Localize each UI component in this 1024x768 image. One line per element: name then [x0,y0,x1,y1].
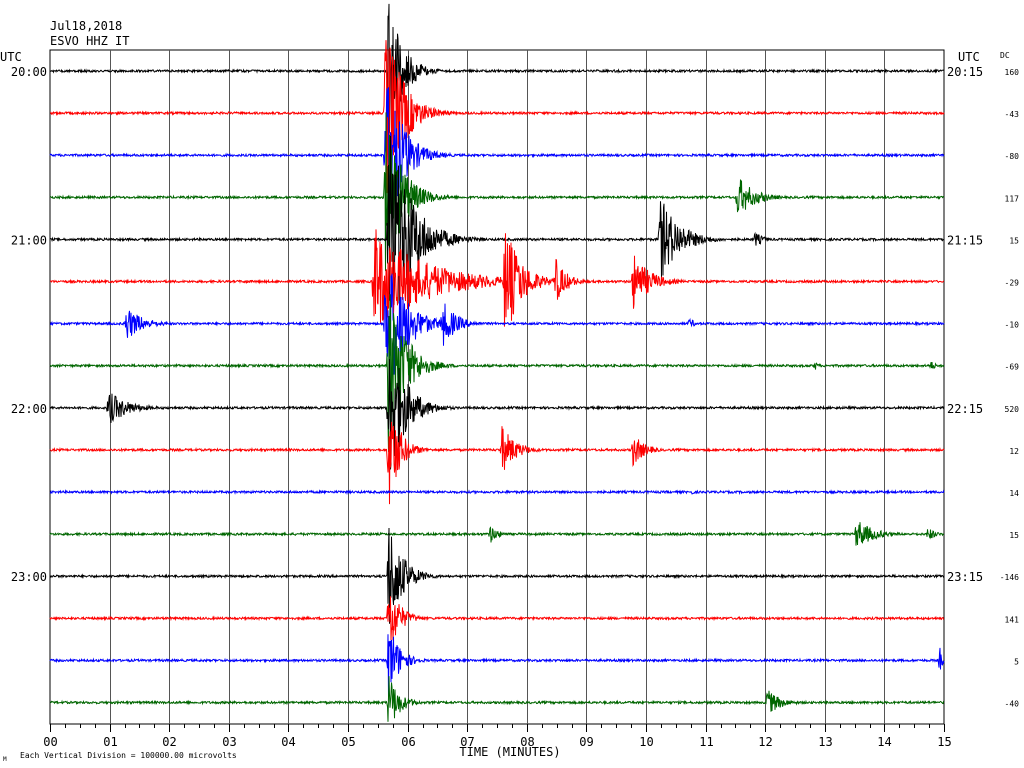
dc-column-label: DC [1000,51,1010,60]
trace-row-10 [49,488,945,496]
x-tick-label: 07 [460,735,474,749]
row-dc-value: -10 [1005,321,1020,330]
row-time-left: 23:00 [11,570,47,584]
date-label: Jul18,2018 [50,19,123,33]
right-timezone-label: UTC [958,50,980,64]
trace-row-6 [49,273,945,375]
x-tick-label: 10 [639,735,653,749]
trace-row-15 [49,676,945,722]
x-tick-label: 06 [401,735,415,749]
row-dc-value: 141 [1005,615,1020,624]
trace-row-9 [49,421,945,505]
left-timezone-label: UTC [0,50,22,64]
footer-mark: M [3,756,7,763]
x-tick-label: 11 [699,735,713,749]
row-time-right: 20:15 [947,65,983,79]
x-tick-label: 02 [162,735,176,749]
row-dc-value: 14 [1009,489,1019,498]
row-dc-value: -29 [1005,279,1020,288]
row-time-right: 23:15 [947,570,983,584]
x-tick-label: 04 [281,735,295,749]
trace-row-8 [49,359,945,470]
row-time-right: 22:15 [947,402,983,416]
station-label: ESVO HHZ IT [50,34,130,48]
x-tick-label: 08 [520,735,534,749]
x-tick-label: 12 [758,735,772,749]
row-dc-value: -80 [1005,152,1020,161]
row-time-left: 22:00 [11,402,47,416]
row-time-left: 20:00 [11,65,47,79]
trace-row-0 [49,3,945,134]
trace-row-5 [50,229,945,327]
row-dc-value: 520 [1005,405,1020,414]
row-dc-value: 12 [1009,447,1019,456]
row-time-right: 21:15 [947,233,983,247]
row-dc-value: -40 [1005,700,1020,709]
row-dc-value: -43 [1005,110,1020,119]
x-tick-label: 01 [103,735,117,749]
x-tick-label: 15 [937,735,951,749]
plot-frame [49,49,945,725]
row-dc-value: 5 [1014,657,1019,666]
x-tick-label: 03 [222,735,236,749]
trace-row-7 [49,294,945,452]
x-tick-label: 09 [579,735,593,749]
trace-row-11 [49,522,945,546]
row-dc-value: -69 [1005,363,1020,372]
row-dc-value: 160 [1005,68,1020,77]
trace-row-12 [49,527,945,624]
x-axis-label: TIME (MINUTES) [459,745,560,759]
x-tick-label: 14 [877,735,891,749]
trace-row-3 [49,112,945,272]
trace-row-1 [50,40,945,194]
trace-row-13 [49,596,945,641]
x-tick-label: 00 [43,735,57,749]
row-dc-value: 117 [1005,194,1020,203]
row-dc-value: -146 [1000,573,1019,582]
trace-row-4 [49,135,945,305]
x-tick-label: 13 [818,735,832,749]
trace-row-14 [49,634,945,697]
row-time-left: 21:00 [11,233,47,247]
row-dc-value: 15 [1009,236,1019,245]
footer-note: Each Vertical Division = 100000.00 micro… [20,751,237,760]
x-tick-label: 05 [341,735,355,749]
trace-row-2 [49,87,945,228]
row-dc-value: 15 [1009,531,1019,540]
